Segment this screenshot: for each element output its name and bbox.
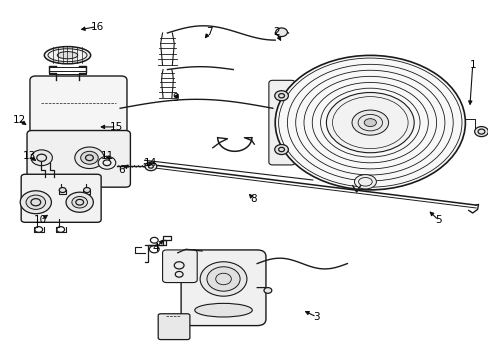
FancyBboxPatch shape <box>181 250 265 325</box>
Text: 6: 6 <box>118 165 124 175</box>
FancyBboxPatch shape <box>30 76 127 141</box>
Circle shape <box>81 151 98 164</box>
Circle shape <box>59 188 66 193</box>
Circle shape <box>274 144 288 154</box>
Circle shape <box>474 127 488 136</box>
Text: 12: 12 <box>13 115 26 125</box>
FancyBboxPatch shape <box>162 250 197 283</box>
Circle shape <box>98 156 116 169</box>
FancyBboxPatch shape <box>268 80 295 165</box>
Ellipse shape <box>44 46 90 64</box>
Text: 15: 15 <box>110 122 123 132</box>
Text: 11: 11 <box>100 150 113 161</box>
Circle shape <box>31 150 52 166</box>
Circle shape <box>145 162 157 171</box>
Circle shape <box>264 288 271 293</box>
Circle shape <box>20 191 51 214</box>
FancyBboxPatch shape <box>27 131 130 187</box>
Circle shape <box>200 262 246 296</box>
Text: 13: 13 <box>22 150 36 161</box>
Ellipse shape <box>275 55 465 190</box>
Circle shape <box>66 192 93 212</box>
Circle shape <box>83 188 90 193</box>
Text: 1: 1 <box>468 60 475 70</box>
Circle shape <box>206 267 240 291</box>
Text: 5: 5 <box>434 215 441 225</box>
Ellipse shape <box>364 119 376 127</box>
Text: 9: 9 <box>172 93 178 103</box>
Text: 3: 3 <box>313 312 319 322</box>
Circle shape <box>72 197 87 208</box>
Ellipse shape <box>194 303 252 317</box>
Ellipse shape <box>351 110 388 135</box>
Text: 16: 16 <box>90 22 103 32</box>
Ellipse shape <box>326 93 413 153</box>
FancyBboxPatch shape <box>21 174 101 222</box>
Text: 14: 14 <box>144 158 157 168</box>
Circle shape <box>274 91 288 101</box>
Circle shape <box>26 195 45 210</box>
Text: 8: 8 <box>249 194 256 204</box>
Text: 10: 10 <box>34 215 47 225</box>
Circle shape <box>275 28 287 37</box>
Text: 4: 4 <box>152 243 159 253</box>
Text: 2: 2 <box>272 27 279 37</box>
Text: 7: 7 <box>205 27 212 37</box>
Circle shape <box>75 147 104 168</box>
Ellipse shape <box>354 175 376 189</box>
FancyBboxPatch shape <box>158 314 189 339</box>
Ellipse shape <box>57 51 78 59</box>
